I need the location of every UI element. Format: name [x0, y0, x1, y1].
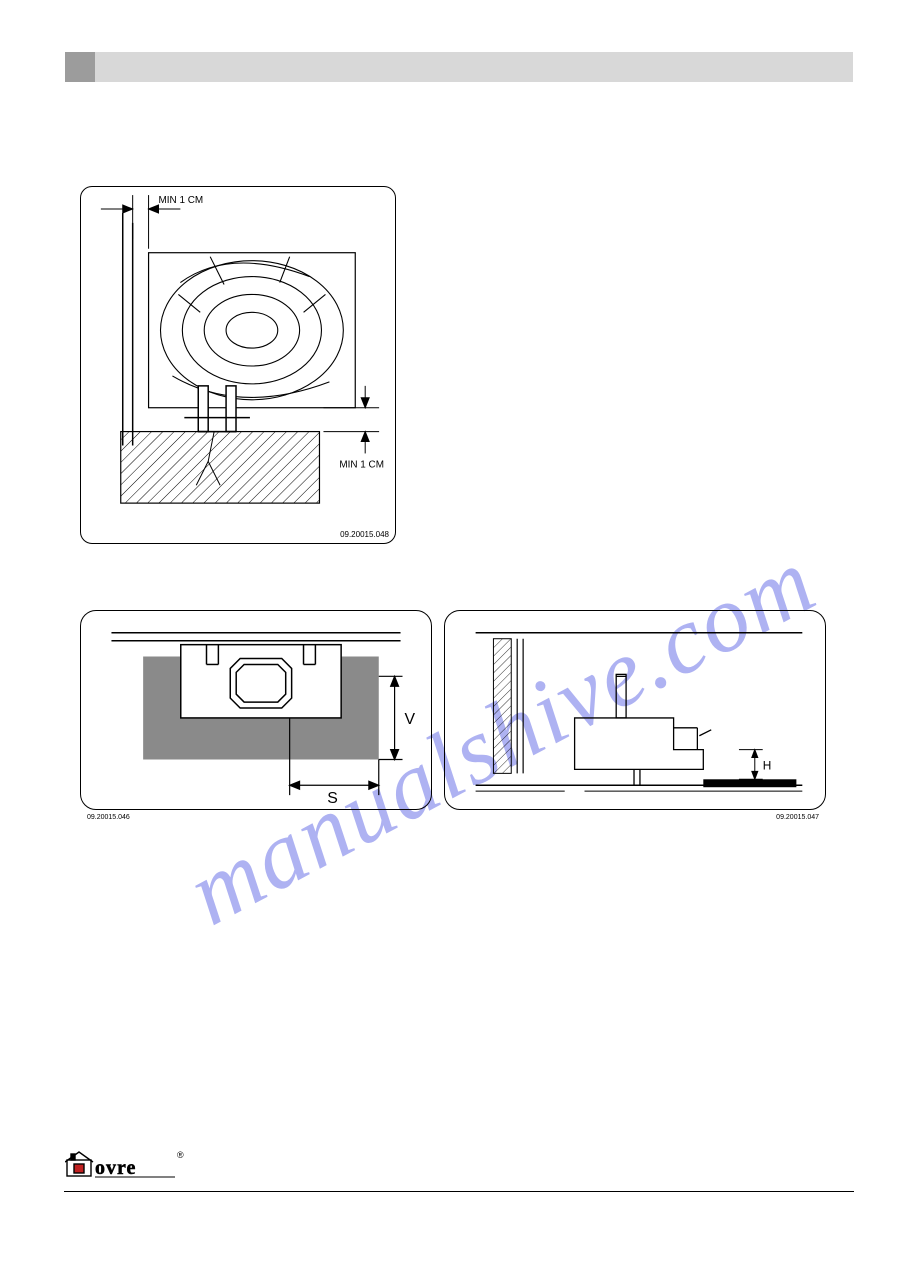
footer-rule [64, 1191, 854, 1192]
figure-1-log-clearance: MIN 1 CM [80, 186, 396, 544]
logo-registered-icon: ® [177, 1150, 184, 1160]
fig2-label-s: S [327, 790, 338, 807]
figure-2-floor-plan: S V 09.20015.046 [80, 610, 432, 810]
fig2-label-v: V [404, 711, 415, 728]
header-tab [65, 52, 95, 82]
fig3-reference: 09.20015.047 [776, 814, 819, 821]
manual-page: manualshive.com [0, 0, 918, 1288]
figure-3-side-view: H 09.20015.047 [444, 610, 826, 810]
fig1-reference: 09.20015.048 [340, 530, 389, 539]
logo-text: ovre [95, 1157, 136, 1179]
fig2-reference: 09.20015.046 [87, 814, 130, 821]
fig3-label-h: H [763, 758, 772, 772]
header-bar [65, 52, 853, 82]
fig1-dim-right-label: MIN 1 CM [339, 459, 384, 470]
brand-logo: ovre ® [65, 1150, 195, 1180]
fig1-dim-top-label: MIN 1 CM [159, 195, 204, 206]
